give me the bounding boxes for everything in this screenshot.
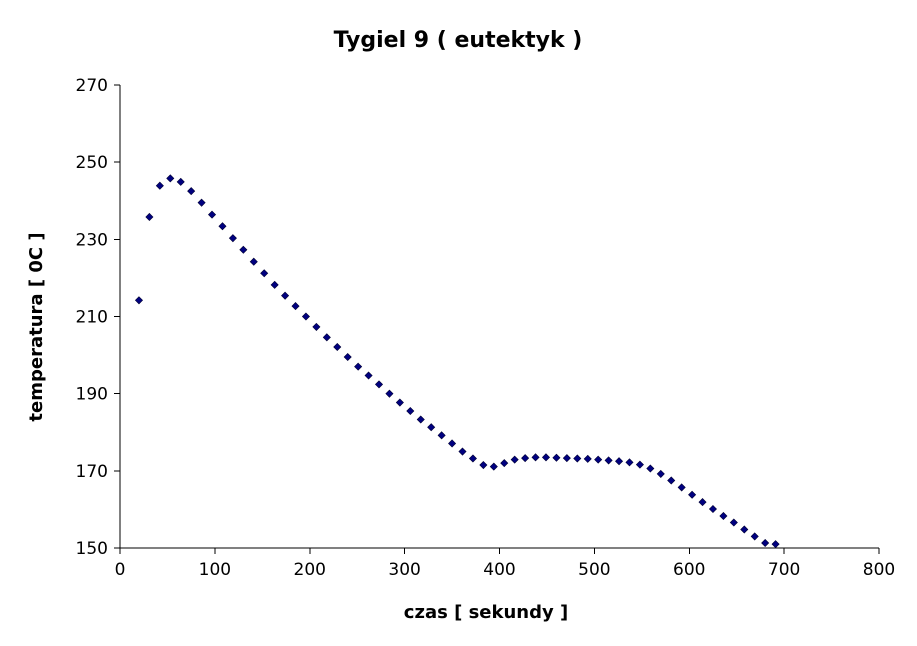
data-point bbox=[155, 181, 164, 190]
data-point bbox=[594, 455, 603, 464]
data-point bbox=[500, 459, 509, 468]
data-point bbox=[312, 322, 321, 331]
data-point bbox=[427, 423, 436, 432]
data-point bbox=[406, 407, 415, 416]
data-point bbox=[531, 453, 540, 462]
data-point bbox=[322, 333, 331, 342]
y-tick-label: 170 bbox=[76, 462, 108, 482]
ticks: 0 100 200 300 400 500 600 700 800 150 170 190 210 230… bbox=[76, 76, 896, 580]
data-point bbox=[719, 511, 728, 521]
data-point bbox=[708, 505, 717, 514]
data-point bbox=[281, 291, 290, 300]
x-tick-label: 100 bbox=[199, 560, 231, 580]
data-point bbox=[656, 469, 665, 478]
data-point bbox=[333, 342, 342, 352]
x-tick-label: 800 bbox=[863, 560, 895, 580]
data-points bbox=[134, 174, 780, 549]
data-point bbox=[145, 212, 154, 221]
data-point bbox=[448, 439, 457, 448]
data-point bbox=[541, 453, 551, 462]
data-point bbox=[458, 447, 467, 456]
data-point bbox=[291, 302, 300, 311]
data-point bbox=[698, 498, 707, 507]
data-point bbox=[771, 540, 780, 549]
data-point bbox=[385, 389, 394, 398]
data-point bbox=[761, 538, 770, 548]
y-axis-label: temperatura [ 0C ] bbox=[26, 232, 47, 421]
data-point bbox=[489, 462, 498, 471]
data-point bbox=[604, 456, 613, 465]
data-point bbox=[479, 461, 488, 470]
x-axis-label: czas [ sekundy ] bbox=[404, 602, 568, 623]
data-point bbox=[437, 431, 446, 440]
y-tick-label: 190 bbox=[76, 385, 108, 405]
data-point bbox=[740, 525, 749, 534]
x-tick-label: 0 bbox=[115, 560, 126, 580]
chart-title: Tygiel 9 ( eutektyk ) bbox=[334, 28, 583, 53]
data-point bbox=[688, 490, 697, 499]
data-point bbox=[552, 453, 561, 462]
data-point bbox=[521, 454, 530, 463]
data-point bbox=[260, 269, 269, 278]
data-point bbox=[364, 371, 373, 380]
data-point bbox=[615, 457, 624, 466]
data-point bbox=[187, 187, 196, 196]
x-tick-label: 300 bbox=[388, 560, 420, 580]
data-point bbox=[416, 415, 425, 424]
data-point bbox=[625, 458, 634, 467]
x-tick-label: 400 bbox=[483, 560, 515, 580]
y-tick-label: 230 bbox=[76, 230, 108, 250]
x-tick-label: 200 bbox=[294, 560, 326, 580]
x-tick-label: 700 bbox=[768, 560, 800, 580]
data-point bbox=[197, 198, 206, 207]
data-point bbox=[134, 296, 143, 305]
data-point bbox=[729, 518, 738, 527]
data-point bbox=[573, 454, 582, 463]
data-point bbox=[218, 222, 227, 231]
data-point bbox=[468, 454, 477, 463]
axes bbox=[119, 85, 879, 549]
data-point bbox=[646, 464, 655, 473]
y-tick-label: 210 bbox=[76, 308, 108, 328]
data-point bbox=[583, 454, 592, 463]
data-point bbox=[301, 312, 310, 321]
data-point bbox=[343, 352, 352, 362]
y-tick-label: 150 bbox=[76, 539, 108, 559]
data-point bbox=[750, 532, 759, 541]
data-point bbox=[166, 174, 175, 183]
data-point bbox=[374, 380, 384, 389]
data-point bbox=[249, 257, 258, 266]
data-point bbox=[395, 398, 404, 407]
y-tick-label: 250 bbox=[76, 153, 108, 173]
x-tick-label: 600 bbox=[673, 560, 705, 580]
data-point bbox=[562, 454, 571, 463]
data-point bbox=[208, 210, 217, 219]
data-point bbox=[677, 483, 686, 492]
data-point bbox=[510, 455, 519, 464]
data-point bbox=[228, 234, 237, 243]
data-point bbox=[270, 280, 279, 289]
data-point bbox=[667, 476, 676, 485]
data-point bbox=[239, 245, 248, 254]
y-tick-label: 270 bbox=[76, 76, 108, 96]
data-point bbox=[176, 177, 185, 186]
x-tick-label: 500 bbox=[578, 560, 610, 580]
data-point bbox=[635, 460, 644, 469]
data-point bbox=[354, 362, 363, 371]
